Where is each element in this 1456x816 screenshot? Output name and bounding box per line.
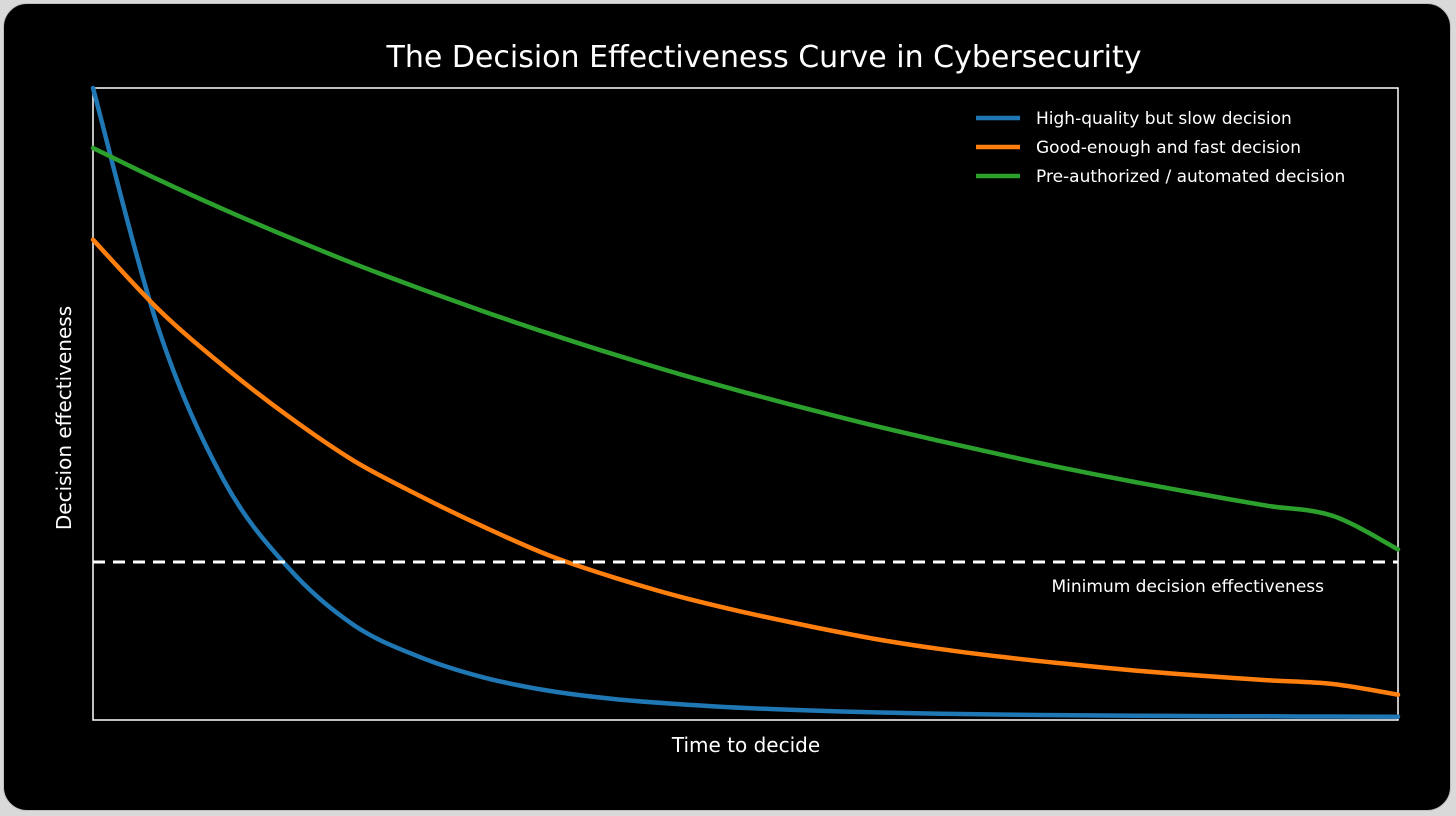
x-axis-label: Time to decide xyxy=(671,733,820,757)
legend-label-3: Pre-authorized / automated decision xyxy=(1036,167,1345,187)
legend: High-quality but slow decision Good-enoug… xyxy=(976,109,1345,187)
legend-label-2: Good-enough and fast decision xyxy=(1036,138,1301,158)
chart-title: The Decision Effectiveness Curve in Cybe… xyxy=(386,40,1142,75)
series-line-3 xyxy=(90,145,1401,552)
threshold-label: Minimum decision effectiveness xyxy=(1052,577,1325,597)
legend-label-1: High-quality but slow decision xyxy=(1036,109,1292,129)
chart-frame: The Decision Effectiveness Curve in Cybe… xyxy=(3,3,1451,811)
y-axis-label: Decision effectiveness xyxy=(52,306,76,530)
decision-effectiveness-chart: The Decision Effectiveness Curve in Cybe… xyxy=(52,40,1401,757)
plot-area-border xyxy=(92,87,1399,721)
series-line-1 xyxy=(90,85,1401,719)
series-layer xyxy=(90,85,1401,719)
series-line-2 xyxy=(90,237,1401,697)
